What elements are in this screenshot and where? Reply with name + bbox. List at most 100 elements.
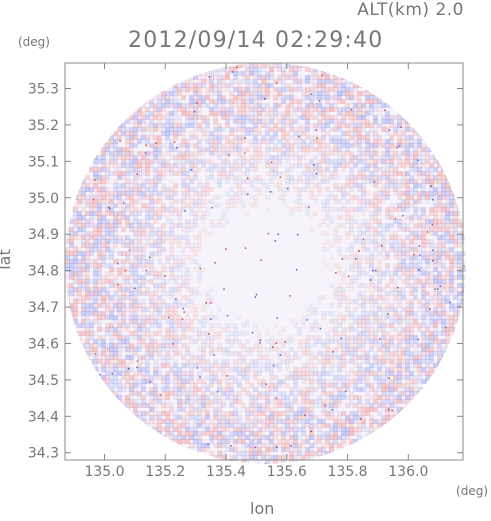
radar-field-cell: [417, 199, 422, 204]
radar-field-cell: [217, 395, 222, 400]
radar-field-cell: [373, 351, 378, 356]
radar-field-cell: [409, 215, 414, 220]
radar-field-cell: [257, 187, 262, 192]
radar-field-cell: [361, 387, 366, 392]
radar-field-cell: [185, 287, 190, 292]
radar-field-cell: [181, 127, 186, 132]
radar-field-cell: [369, 307, 374, 312]
radar-field-cell: [445, 315, 450, 320]
radar-field-cell: [157, 199, 162, 204]
radar-field-cell: [433, 267, 438, 272]
radar-field-cell: [181, 143, 186, 148]
radar-field-cell: [365, 331, 370, 336]
radar-field-cell: [301, 111, 306, 116]
radar-field-cell: [293, 127, 298, 132]
radar-field-cell: [197, 403, 202, 408]
radar-field-cell: [449, 327, 454, 332]
radar-field-cell: [125, 403, 130, 408]
radar-field-cell: [193, 363, 198, 368]
radar-field-cell: [93, 319, 98, 324]
radar-field-cell: [405, 215, 410, 220]
radar-field-cell: [337, 331, 342, 336]
radar-field-cell: [437, 191, 442, 196]
radar-field-cell: [165, 343, 170, 348]
radar-field-cell: [365, 383, 370, 388]
radar-field-cell: [453, 207, 458, 212]
radar-field-cell: [389, 223, 394, 228]
radar-field-cell: [77, 203, 82, 208]
radar-field-cell: [297, 403, 302, 408]
radar-field-cell: [113, 371, 118, 376]
radar-field-cell: [69, 311, 74, 316]
radar-field-cell: [225, 123, 230, 128]
radar-field-cell: [361, 291, 366, 296]
radar-field-cell: [129, 387, 134, 392]
radar-field-cell: [161, 131, 166, 136]
radar-field-cell: [241, 87, 246, 92]
radar-field-cell: [85, 335, 90, 340]
radar-field-cell: [201, 367, 206, 372]
radar-field-cell: [321, 367, 326, 372]
radar-field-cell: [425, 151, 430, 156]
radar-field-cell: [401, 151, 406, 156]
radar-field-cell: [441, 283, 446, 288]
radar-field-cell: [85, 239, 90, 244]
radar-field-cell: [429, 171, 434, 176]
radar-field-cell: [433, 311, 438, 316]
radar-field-cell: [137, 283, 142, 288]
radar-field-cell: [293, 351, 298, 356]
radar-field-cell: [257, 339, 262, 344]
radar-field-cell: [97, 251, 102, 256]
radar-field-cell: [125, 343, 130, 348]
radar-field-cell: [417, 303, 422, 308]
radar-field-cell: [441, 319, 446, 324]
radar-field-cell: [81, 299, 86, 304]
radar-field-cell: [249, 367, 254, 372]
radar-field-cell: [193, 191, 198, 196]
radar-field-cell: [401, 367, 406, 372]
radar-field-cell: [245, 131, 250, 136]
radar-field-cell: [217, 203, 222, 208]
radar-field-cell: [113, 307, 118, 312]
radar-field-cell: [337, 339, 342, 344]
radar-field-cell: [281, 359, 286, 364]
radar-field-cell: [97, 179, 102, 184]
radar-field-cell: [193, 171, 198, 176]
radar-field-cell: [137, 307, 142, 312]
radar-field-cell: [277, 139, 282, 144]
radar-field-cell: [385, 211, 390, 216]
radar-field-cell: [233, 103, 238, 108]
radar-field-cell: [181, 391, 186, 396]
radar-field-cell: [253, 123, 258, 128]
radar-field-cell: [301, 315, 306, 320]
radar-field-cell: [369, 103, 374, 108]
radar-field-cell: [309, 139, 314, 144]
radar-field-cell: [125, 259, 130, 264]
radar-field-cell: [353, 155, 358, 160]
radar-field-cell: [197, 291, 202, 296]
radar-field-cell: [369, 395, 374, 400]
radar-field-cell: [161, 383, 166, 388]
radar-field-cell: [365, 335, 370, 340]
radar-field-cell: [373, 123, 378, 128]
radar-field-cell: [105, 315, 110, 320]
radar-field-cell: [85, 311, 90, 316]
radar-field-cell: [441, 267, 446, 272]
radar-field-cell: [117, 363, 122, 368]
radar-field-cell: [137, 263, 142, 268]
radar-field-cell: [433, 255, 438, 260]
radar-field-cell: [129, 131, 134, 136]
radar-field-cell: [349, 227, 354, 232]
radar-field-cell: [445, 239, 450, 244]
radar-field-cell: [165, 147, 170, 152]
radar-field-cell: [333, 227, 338, 232]
radar-field-cell: [385, 283, 390, 288]
radar-field-cell: [157, 323, 162, 328]
radar-field-cell: [381, 359, 386, 364]
radar-field-cell: [413, 343, 418, 348]
radar-field-cell: [77, 323, 82, 328]
radar-field-cell: [337, 199, 342, 204]
radar-field-cell: [129, 127, 134, 132]
radar-field-cell: [429, 283, 434, 288]
radar-field-cell: [269, 119, 274, 124]
